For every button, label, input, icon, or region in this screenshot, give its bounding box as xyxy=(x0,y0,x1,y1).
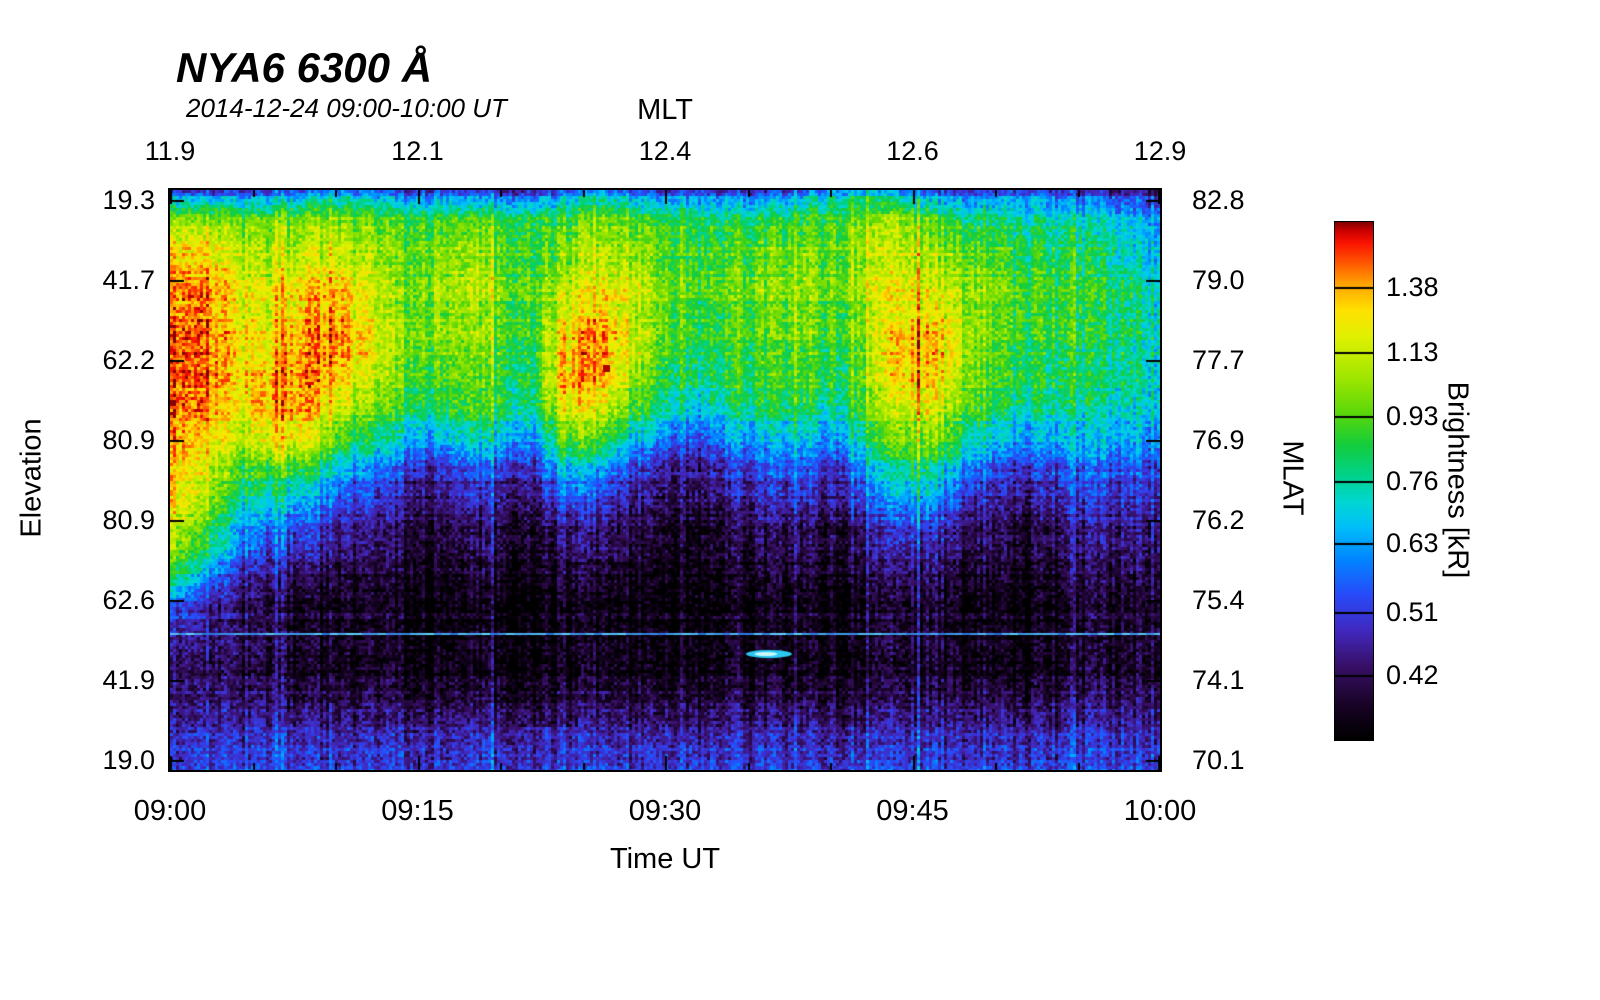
colorbar-tick-label: 0.93 xyxy=(1386,400,1439,431)
left-axis-tick-label: 80.9 xyxy=(102,505,155,536)
left-axis-tick-label: 19.3 xyxy=(102,184,155,215)
bottom-axis-tick-label: 10:00 xyxy=(1123,795,1197,827)
bottom-axis-tick-label: 09:15 xyxy=(381,795,454,827)
colorbar-tick-label: 0.42 xyxy=(1386,659,1439,690)
right-axis-tick-label: 79.0 xyxy=(1192,264,1245,295)
colorbar-tick-label: 1.38 xyxy=(1386,271,1439,302)
left-axis-tick-label: 19.0 xyxy=(102,745,155,776)
right-axis-title: MLAT xyxy=(1276,440,1309,516)
top-axis-tick-label: 12.6 xyxy=(886,136,939,166)
chart-title: NYA6 6300 Å xyxy=(176,44,433,91)
left-axis-tick-label: 41.7 xyxy=(102,264,155,295)
bottom-axis-tick-label: 09:45 xyxy=(876,795,949,827)
right-axis-tick-label: 74.1 xyxy=(1192,665,1245,696)
colorbar-tick-label: 0.76 xyxy=(1386,466,1439,497)
top-axis-tick-label: 12.1 xyxy=(391,136,444,166)
right-axis-tick-label: 76.9 xyxy=(1192,424,1245,455)
right-axis-tick-label: 82.8 xyxy=(1192,184,1245,215)
left-axis-tick-label: 62.2 xyxy=(102,344,155,375)
colorbar-tick-label: 0.51 xyxy=(1386,596,1439,627)
top-axis-tick-label: 12.4 xyxy=(638,136,692,166)
chart-subtitle: 2014-12-24 09:00-10:00 UT xyxy=(186,93,507,123)
right-axis-tick-label: 75.4 xyxy=(1192,585,1245,616)
right-axis-tick-label: 70.1 xyxy=(1192,745,1245,776)
left-axis-tick-label: 80.9 xyxy=(102,424,155,455)
bottom-axis-tick-label: 09:30 xyxy=(628,795,702,827)
top-axis-tick-label: 12.9 xyxy=(1133,136,1187,166)
colorbar-tick-label: 0.63 xyxy=(1386,527,1439,558)
left-axis-tick-label: 41.9 xyxy=(102,665,155,696)
colorbar xyxy=(1334,221,1374,741)
heatmap-plot xyxy=(168,188,1162,772)
top-axis-tick-label: 11.9 xyxy=(144,136,196,166)
left-axis-tick-label: 62.6 xyxy=(102,585,155,616)
right-axis-tick-label: 76.2 xyxy=(1192,505,1245,536)
top-axis-title: MLT xyxy=(637,94,693,126)
colorbar-tick-label: 1.13 xyxy=(1386,337,1439,368)
right-axis-tick-label: 77.7 xyxy=(1192,344,1245,375)
bottom-axis-tick-label: 09:00 xyxy=(133,795,207,827)
bottom-axis-title: Time UT xyxy=(609,843,721,875)
colorbar-title: Brightness [kR] xyxy=(1441,381,1474,579)
